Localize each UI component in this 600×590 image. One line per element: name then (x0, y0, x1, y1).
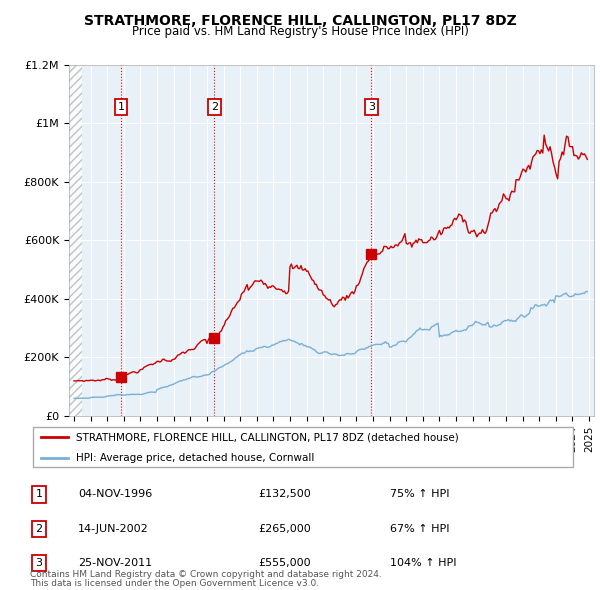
Text: STRATHMORE, FLORENCE HILL, CALLINGTON, PL17 8DZ: STRATHMORE, FLORENCE HILL, CALLINGTON, P… (83, 14, 517, 28)
Text: 1: 1 (35, 490, 43, 499)
Bar (69, 65, 82, 416)
FancyBboxPatch shape (33, 427, 573, 467)
Text: 1: 1 (118, 102, 125, 112)
Text: This data is licensed under the Open Government Licence v3.0.: This data is licensed under the Open Gov… (30, 579, 319, 588)
Text: £265,000: £265,000 (258, 524, 311, 533)
Text: 75% ↑ HPI: 75% ↑ HPI (390, 490, 449, 499)
Text: 14-JUN-2002: 14-JUN-2002 (78, 524, 149, 533)
Text: £555,000: £555,000 (258, 558, 311, 568)
Text: 104% ↑ HPI: 104% ↑ HPI (390, 558, 457, 568)
Text: HPI: Average price, detached house, Cornwall: HPI: Average price, detached house, Corn… (76, 453, 315, 463)
Text: 3: 3 (35, 558, 43, 568)
Text: 2: 2 (35, 524, 43, 533)
Text: 25-NOV-2011: 25-NOV-2011 (78, 558, 152, 568)
Text: Contains HM Land Registry data © Crown copyright and database right 2024.: Contains HM Land Registry data © Crown c… (30, 571, 382, 579)
Text: 3: 3 (368, 102, 375, 112)
Text: STRATHMORE, FLORENCE HILL, CALLINGTON, PL17 8DZ (detached house): STRATHMORE, FLORENCE HILL, CALLINGTON, P… (76, 432, 459, 442)
Text: £132,500: £132,500 (258, 490, 311, 499)
Text: 67% ↑ HPI: 67% ↑ HPI (390, 524, 449, 533)
Text: Price paid vs. HM Land Registry's House Price Index (HPI): Price paid vs. HM Land Registry's House … (131, 25, 469, 38)
Text: 2: 2 (211, 102, 218, 112)
Text: 04-NOV-1996: 04-NOV-1996 (78, 490, 152, 499)
